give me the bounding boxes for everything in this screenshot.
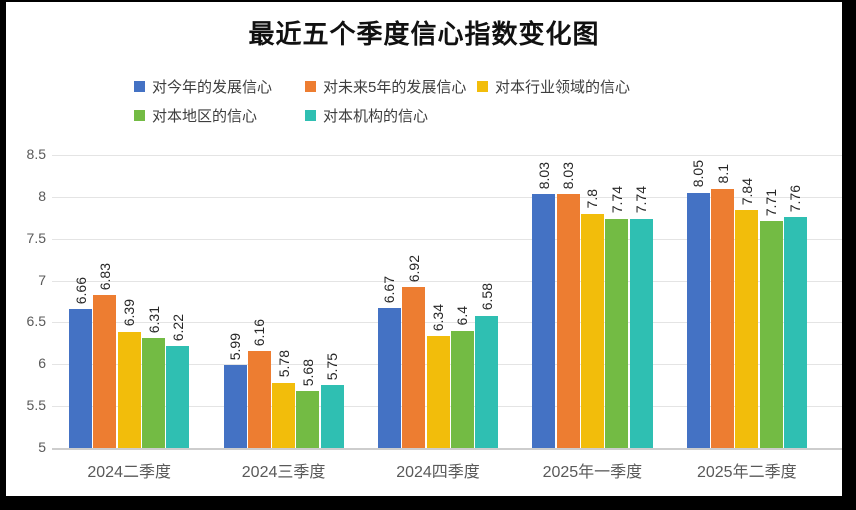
legend-swatch-icon bbox=[305, 109, 316, 121]
legend-item-label: 对未来5年的发展信心 bbox=[323, 78, 467, 96]
bar bbox=[759, 221, 783, 448]
bar-value-label: 7.74 bbox=[608, 186, 625, 214]
y-axis-tick-label: 8.5 bbox=[26, 146, 46, 162]
bar-value-label: 8.05 bbox=[690, 160, 707, 188]
bar bbox=[69, 309, 93, 448]
legend: 对今年的发展信心 对未来5年的发展信心 对本行业领域的信心对本地区的信心 对本机构的信… bbox=[6, 2, 842, 142]
bar bbox=[711, 188, 734, 448]
bar bbox=[450, 330, 474, 448]
bar bbox=[320, 385, 344, 448]
bar-value-label: 6.34 bbox=[430, 303, 446, 331]
bar-value-label: 5.99 bbox=[227, 332, 243, 361]
bar bbox=[475, 315, 499, 448]
legend-item: 对未来5年的发展信心 bbox=[305, 76, 466, 96]
bar bbox=[296, 391, 320, 448]
x-axis-category-label: 2024三季度 bbox=[241, 464, 326, 481]
legend-item-label: 对本行业领域的信心 bbox=[495, 78, 631, 96]
x-axis-category-label: 2024二季度 bbox=[87, 464, 171, 481]
chart-title: 最近五个季度信心指数变化图 bbox=[248, 20, 600, 49]
bar bbox=[247, 350, 271, 448]
x-axis-category-label: 2025年二季度 bbox=[696, 464, 797, 481]
legend-item: 对本地区的信心 bbox=[134, 105, 257, 125]
bar bbox=[686, 192, 710, 448]
y-axis-tick-label: 6.5 bbox=[26, 313, 46, 329]
bar bbox=[735, 210, 759, 448]
y-axis-tick-label: 5.5 bbox=[26, 397, 46, 413]
bar bbox=[783, 216, 807, 448]
legend-swatch-icon bbox=[134, 109, 145, 121]
bar-value-label: 6.58 bbox=[478, 283, 495, 311]
bar-value-label: 6.39 bbox=[121, 299, 138, 327]
x-axis-line bbox=[52, 448, 842, 450]
bar-value-label: 6.22 bbox=[169, 313, 186, 341]
bar bbox=[605, 218, 629, 448]
gridline bbox=[52, 155, 842, 156]
legend-item: 对今年的发展信心 bbox=[134, 76, 272, 96]
bar bbox=[166, 345, 190, 448]
bar bbox=[426, 335, 450, 448]
bar-value-label: 7.84 bbox=[738, 178, 755, 206]
legend-item: 对本机构的信心 bbox=[305, 105, 428, 125]
gridline bbox=[52, 197, 842, 198]
gridline bbox=[52, 281, 842, 282]
x-axis-category-label: 2025年一季度 bbox=[542, 464, 643, 481]
chart-canvas: 最近五个季度信心指数变化图 对今年的发展信心 对未来5年的发展信心 对本行业领域的信… bbox=[6, 2, 842, 496]
plot-area: 5 5.5 6 6.5 7 7.5 8 8.5 6.66 6.83 6.39 6.31 6.22 2024… bbox=[6, 2, 842, 496]
y-axis-tick-label: 7 bbox=[38, 272, 46, 288]
bar-value-label: 5.75 bbox=[324, 352, 341, 381]
bar bbox=[402, 287, 426, 448]
bar bbox=[272, 382, 296, 448]
bar-value-label: 7.74 bbox=[633, 186, 649, 214]
bar bbox=[556, 194, 580, 448]
bar-value-label: 8.1 bbox=[714, 164, 731, 184]
bar bbox=[580, 213, 604, 448]
bar bbox=[142, 338, 165, 448]
bar-value-label: 6.16 bbox=[251, 318, 268, 346]
y-axis-tick-label: 5 bbox=[38, 439, 46, 455]
legend-swatch-icon bbox=[477, 80, 488, 92]
bar bbox=[223, 365, 247, 448]
bar-value-label: 8.03 bbox=[535, 162, 552, 190]
y-axis-tick-label: 6 bbox=[38, 355, 46, 371]
bar-value-label: 6.31 bbox=[145, 306, 162, 334]
legend-item: 对本行业领域的信心 bbox=[477, 76, 630, 96]
bar-value-label: 6.83 bbox=[96, 262, 113, 290]
bar bbox=[629, 218, 653, 448]
x-axis-category-label: 2024四季度 bbox=[396, 464, 480, 481]
bar-value-label: 6.4 bbox=[454, 306, 471, 326]
y-axis-tick-label: 7.5 bbox=[26, 230, 46, 246]
legend-item-label: 对本地区的信心 bbox=[152, 107, 258, 125]
bar-value-label: 5.68 bbox=[299, 358, 316, 387]
gridline bbox=[52, 322, 842, 323]
bar-value-label: 6.66 bbox=[72, 276, 89, 304]
gridline bbox=[52, 239, 842, 240]
legend-item-label: 对今年的发展信心 bbox=[152, 78, 273, 96]
y-axis-tick-label: 8 bbox=[38, 188, 46, 204]
bar-value-label: 6.92 bbox=[405, 255, 422, 283]
bar-value-label: 6.67 bbox=[381, 275, 398, 304]
bar bbox=[532, 194, 556, 448]
bar bbox=[377, 308, 401, 448]
bar bbox=[93, 294, 117, 448]
bar-value-label: 8.03 bbox=[560, 162, 577, 190]
bar-value-label: 7.8 bbox=[584, 189, 601, 209]
bar-value-label: 7.71 bbox=[763, 188, 780, 217]
legend-swatch-icon bbox=[134, 80, 145, 92]
bar-value-label: 7.76 bbox=[787, 184, 804, 212]
legend-item-label: 对本机构的信心 bbox=[323, 107, 429, 125]
bar-value-label: 5.78 bbox=[275, 350, 292, 378]
bar bbox=[117, 331, 141, 448]
legend-swatch-icon bbox=[305, 80, 316, 92]
